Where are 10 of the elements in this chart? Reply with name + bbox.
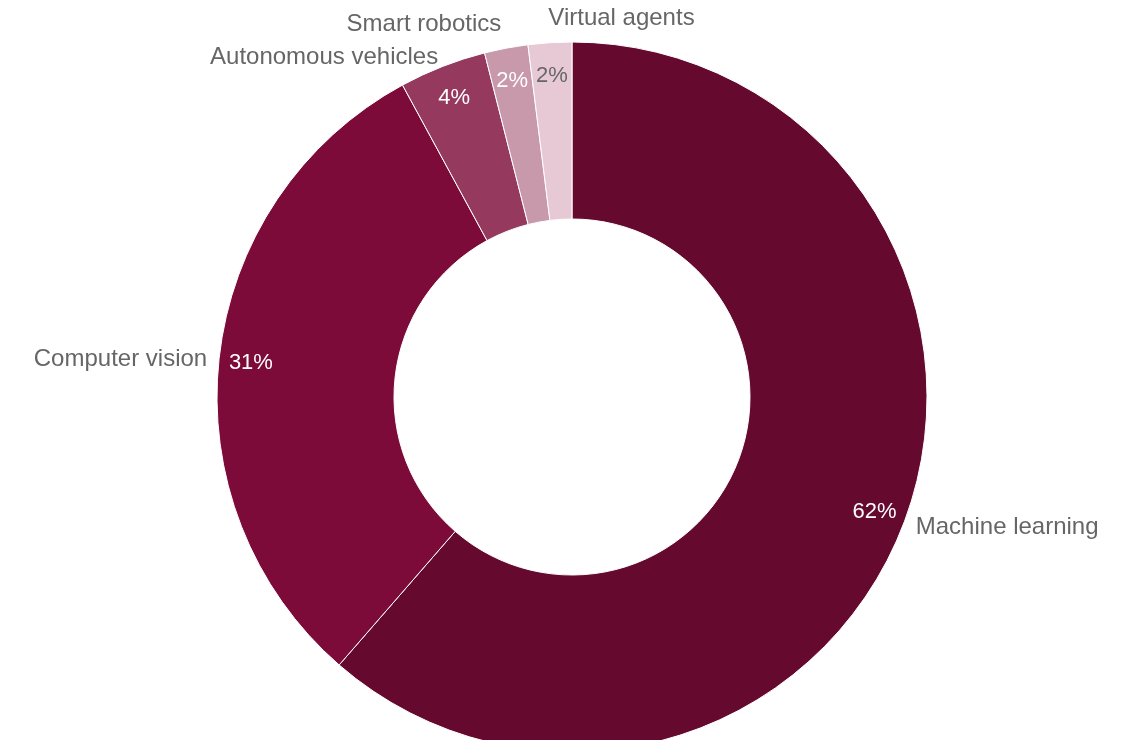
slice-label: Computer vision xyxy=(33,343,208,371)
slice-label: Smart robotics xyxy=(346,9,502,37)
data-label: 2% xyxy=(536,62,568,88)
data-label: 4% xyxy=(438,83,471,109)
slice-label: Virtual agents xyxy=(548,3,695,31)
data-label: 31% xyxy=(228,349,273,375)
data-label: 62% xyxy=(852,497,897,523)
data-label: 2% xyxy=(496,67,528,93)
slice-label: Machine learning xyxy=(915,512,1099,539)
slice-label: Autonomous vehicles xyxy=(210,41,439,69)
